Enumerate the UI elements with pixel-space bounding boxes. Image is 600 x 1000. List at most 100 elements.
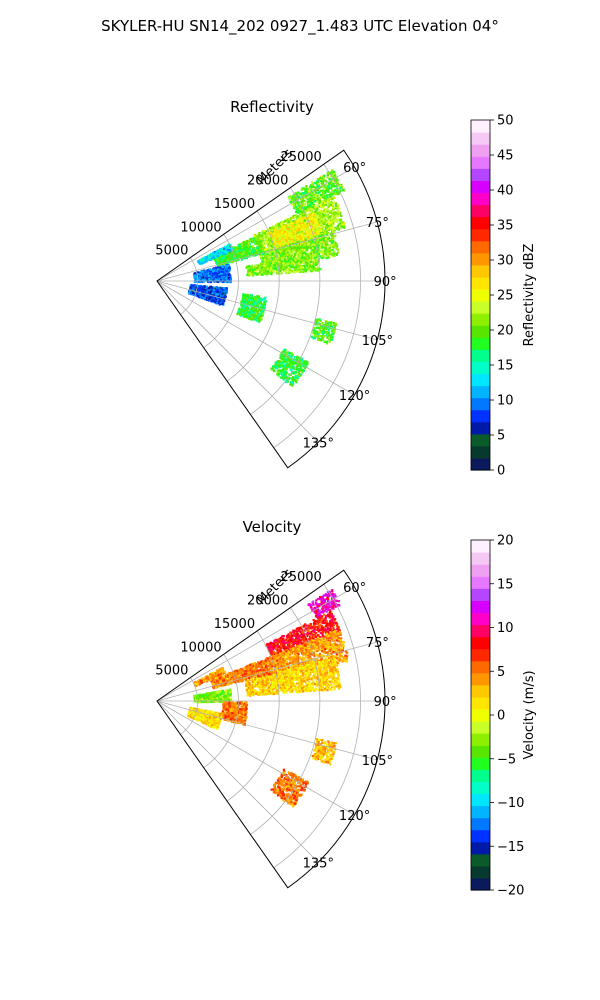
echo-gate [248, 247, 251, 250]
echo-gate [214, 258, 217, 261]
echo-gate [296, 241, 299, 244]
echo-gate [275, 232, 278, 235]
echo-gate [293, 252, 296, 255]
echo-gate [208, 268, 212, 271]
echo-gate [216, 254, 219, 258]
echo-gate [279, 252, 282, 255]
echo-gate [256, 246, 259, 250]
figure-title: SKYLER-HU SN14_202 0927_1.483 UTC Elevat… [101, 17, 499, 36]
echo-gate [290, 201, 293, 204]
echo-gate [220, 258, 223, 261]
echo-gate [283, 228, 286, 231]
echo-gate [325, 194, 328, 197]
echo-gate [283, 231, 286, 234]
echo-gate [317, 267, 320, 270]
echo-gate [286, 222, 289, 225]
echo-gate [280, 234, 284, 238]
echo-gate [302, 246, 305, 249]
echo-gate [316, 188, 319, 191]
echo-gate [322, 256, 325, 259]
echo-gate [291, 266, 294, 269]
echo-gate [332, 176, 335, 179]
echo-gate [302, 210, 305, 213]
echo-gate [326, 226, 329, 229]
echo-gate [306, 263, 309, 266]
echo-gate [285, 237, 288, 240]
echo-gate [314, 244, 317, 247]
echo-gate [272, 258, 275, 261]
echo-gate [298, 224, 301, 227]
echo-gate [275, 247, 278, 250]
echo-gate [318, 239, 321, 242]
echo-gate [339, 219, 342, 222]
echo-gate [340, 214, 343, 217]
echo-gate [306, 201, 309, 204]
echo-gate [294, 222, 297, 225]
echo-gate [251, 240, 254, 243]
echo-gate [294, 270, 297, 273]
echo-gate [297, 201, 300, 205]
echo-gate [296, 245, 299, 248]
echo-gate [314, 190, 317, 193]
echo-gate [324, 243, 327, 246]
echo-gate [301, 214, 305, 217]
echo-gate [278, 261, 281, 264]
echo-gate [307, 254, 310, 257]
echo-gate [262, 272, 266, 275]
echo-gate [324, 190, 327, 193]
echo-gate [260, 262, 263, 266]
echo-gate [321, 182, 324, 185]
echo-gate [290, 252, 293, 255]
echo-gate [335, 214, 338, 217]
echo-gate [320, 243, 323, 246]
echo-gate [313, 268, 316, 271]
echo-gate [265, 258, 269, 261]
echo-gate [252, 253, 255, 256]
echo-gate [275, 272, 278, 275]
echo-gate [291, 231, 295, 234]
echo-gate [299, 255, 302, 258]
echo-gate [332, 174, 335, 177]
echo-gate [298, 228, 301, 231]
echo-gate [209, 272, 212, 275]
echo-gate [279, 229, 283, 232]
echo-gate [329, 248, 332, 252]
echo-gate [269, 247, 272, 250]
echo-gate [275, 261, 278, 264]
echo-gate [299, 264, 303, 267]
echo-gate [300, 253, 304, 256]
echo-gate [337, 212, 340, 215]
echo-gate [294, 219, 297, 223]
echo-gate [288, 264, 291, 267]
echo-gate [286, 219, 289, 222]
echo-gate [272, 267, 275, 270]
echo-gate [301, 244, 304, 247]
echo-gate [322, 191, 325, 194]
echo-gate [297, 191, 300, 194]
echo-gate [299, 236, 302, 239]
echo-gate [316, 222, 319, 225]
echo-gate [330, 181, 333, 184]
echo-gate [319, 235, 322, 238]
echo-gate [320, 240, 323, 243]
echo-gate [331, 244, 334, 247]
echo-gate [309, 202, 312, 205]
echo-gate [327, 248, 330, 251]
echo-gate [283, 227, 286, 230]
echo-gate [328, 222, 331, 226]
echo-gate [283, 268, 286, 271]
echo-gate [316, 194, 319, 198]
echo-gate [271, 252, 274, 255]
echo-gate [296, 227, 299, 230]
echo-gate [332, 242, 335, 245]
echo-gate [309, 214, 312, 217]
echo-gate [291, 240, 295, 243]
echo-gate [259, 264, 262, 267]
echo-gate [307, 204, 310, 207]
echo-gate [211, 253, 215, 256]
echo-gate [199, 275, 202, 278]
echo-gate [275, 226, 279, 229]
echo-gate [296, 217, 299, 220]
echo-gate [316, 200, 319, 203]
echo-gate [315, 243, 318, 246]
